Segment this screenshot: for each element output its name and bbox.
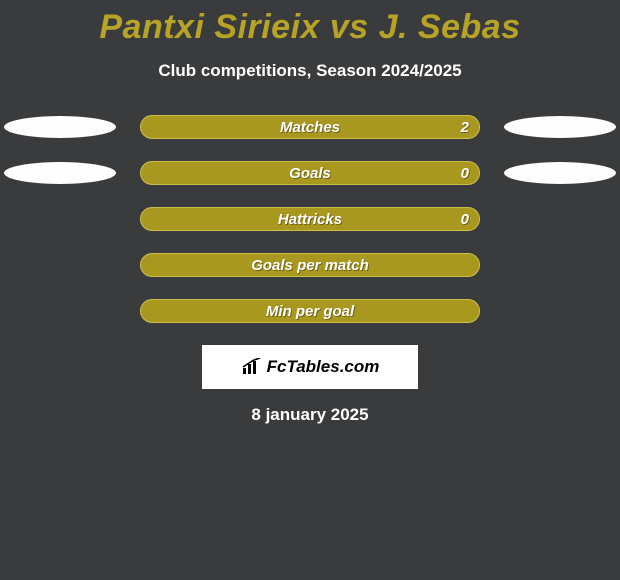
stat-row: Min per goal <box>0 299 620 323</box>
player2-name: J. Sebas <box>379 8 521 46</box>
stat-value-right: 0 <box>461 165 469 182</box>
player1-ellipse <box>4 162 116 184</box>
stat-bar: Min per goal <box>140 299 480 323</box>
stat-value-right: 0 <box>461 211 469 228</box>
brand-text: FcTables.com <box>267 357 380 377</box>
stat-label: Min per goal <box>266 303 354 320</box>
stat-row: Goals 0 <box>0 161 620 185</box>
stat-value-right: 2 <box>461 119 469 136</box>
player2-ellipse <box>504 162 616 184</box>
stat-bar: Hattricks 0 <box>140 207 480 231</box>
player2-ellipse <box>504 116 616 138</box>
page-title: Pantxi Sirieix vs J. Sebas <box>0 0 620 47</box>
date-text: 8 january 2025 <box>0 405 620 425</box>
subtitle: Club competitions, Season 2024/2025 <box>0 61 620 81</box>
stat-row: Hattricks 0 <box>0 207 620 231</box>
stat-rows: Matches 2 Goals 0 Hattricks 0 Goals per match M… <box>0 115 620 323</box>
player1-ellipse <box>4 116 116 138</box>
player1-name: Pantxi Sirieix <box>99 8 320 46</box>
brand-chart-icon <box>241 358 263 376</box>
stat-bar: Goals 0 <box>140 161 480 185</box>
brand-badge: FcTables.com <box>202 345 418 389</box>
stat-row: Matches 2 <box>0 115 620 139</box>
stat-label: Goals <box>289 165 331 182</box>
stat-bar: Goals per match <box>140 253 480 277</box>
stat-bar: Matches 2 <box>140 115 480 139</box>
vs-separator: vs <box>320 8 379 46</box>
stat-label: Matches <box>280 119 340 136</box>
stat-row: Goals per match <box>0 253 620 277</box>
stat-label: Hattricks <box>278 211 342 228</box>
comparison-infographic: Pantxi Sirieix vs J. Sebas Club competit… <box>0 0 620 580</box>
stat-label: Goals per match <box>251 257 369 274</box>
